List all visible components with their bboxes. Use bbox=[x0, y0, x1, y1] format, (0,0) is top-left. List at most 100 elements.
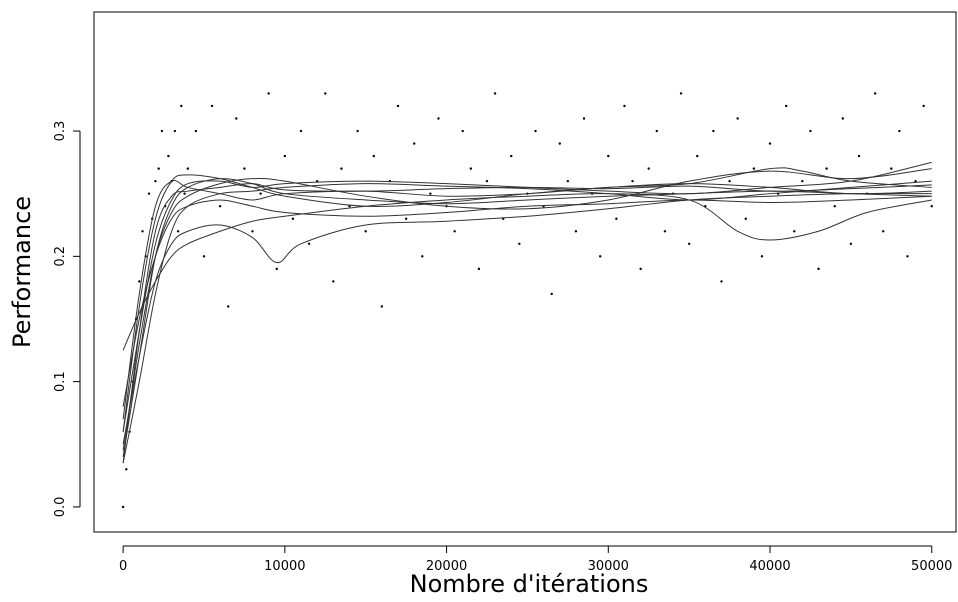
scatter-point bbox=[148, 192, 150, 194]
y-tick-label: 0.1 bbox=[53, 371, 68, 392]
y-tick-label: 0.2 bbox=[53, 246, 68, 267]
scatter-point bbox=[874, 92, 876, 94]
series-line bbox=[123, 169, 932, 451]
scatter-point bbox=[550, 293, 552, 295]
scatter-point bbox=[648, 167, 650, 169]
scatter-point bbox=[161, 130, 163, 132]
scatter-point bbox=[890, 167, 892, 169]
scatter-point bbox=[631, 180, 633, 182]
scatter-point bbox=[405, 218, 407, 220]
series-line bbox=[123, 175, 932, 432]
series-line bbox=[123, 184, 932, 463]
scatter-point bbox=[494, 92, 496, 94]
x-tick-label: 50000 bbox=[911, 559, 952, 574]
smoothed-curves bbox=[123, 162, 932, 463]
scatter-point bbox=[906, 255, 908, 257]
plot-frame bbox=[94, 12, 956, 532]
scatter-point bbox=[421, 255, 423, 257]
scatter-point bbox=[793, 230, 795, 232]
scatter-point bbox=[437, 117, 439, 119]
y-tick-label: 0.0 bbox=[53, 497, 68, 518]
scatter-point bbox=[300, 130, 302, 132]
scatter-point bbox=[567, 180, 569, 182]
series-line bbox=[123, 194, 932, 351]
scatter-point bbox=[842, 117, 844, 119]
scatter-point bbox=[122, 506, 124, 508]
scatter-point bbox=[785, 105, 787, 107]
scatter-point bbox=[575, 230, 577, 232]
scatter-point bbox=[157, 167, 159, 169]
scatter-point bbox=[276, 268, 278, 270]
scatter-point bbox=[599, 255, 601, 257]
scatter-point bbox=[397, 105, 399, 107]
scatter-point bbox=[453, 230, 455, 232]
scatter-point bbox=[817, 268, 819, 270]
y-axis: 0.0 0.1 0.2 0.3 bbox=[53, 121, 80, 518]
scatter-point bbox=[858, 155, 860, 157]
scatter-point bbox=[615, 218, 617, 220]
scatter-point bbox=[154, 180, 156, 182]
x-tick-label: 40000 bbox=[749, 559, 790, 574]
scatter-point bbox=[850, 243, 852, 245]
scatter-point bbox=[259, 192, 261, 194]
scatter-point bbox=[308, 243, 310, 245]
scatter-point bbox=[607, 155, 609, 157]
scatter-point bbox=[664, 230, 666, 232]
x-axis-title: Nombre d'itérations bbox=[410, 570, 649, 598]
scatter-point bbox=[696, 155, 698, 157]
x-tick-label: 0 bbox=[119, 559, 127, 574]
scatter-point bbox=[243, 167, 245, 169]
series-line bbox=[123, 168, 932, 419]
scatter-point bbox=[882, 230, 884, 232]
scatter-point bbox=[364, 230, 366, 232]
scatter-point bbox=[195, 130, 197, 132]
scatter-point bbox=[623, 105, 625, 107]
scatter-point bbox=[284, 155, 286, 157]
scatter-point bbox=[356, 130, 358, 132]
scatter-point bbox=[688, 243, 690, 245]
scatter-point bbox=[534, 130, 536, 132]
y-axis-title: Performance bbox=[8, 196, 36, 348]
scatter-point bbox=[761, 255, 763, 257]
scatter-point bbox=[167, 155, 169, 157]
scatter-point bbox=[413, 142, 415, 144]
scatter-point bbox=[180, 105, 182, 107]
scatter-point bbox=[809, 130, 811, 132]
series-line bbox=[123, 196, 932, 407]
scatter-point bbox=[922, 105, 924, 107]
y-tick-label: 0.3 bbox=[53, 121, 68, 142]
scatter-point bbox=[251, 230, 253, 232]
scatter-point bbox=[825, 167, 827, 169]
scatter-point bbox=[898, 130, 900, 132]
scatter-point bbox=[462, 130, 464, 132]
scatter-point bbox=[324, 92, 326, 94]
scatter-point bbox=[712, 130, 714, 132]
scatter-point bbox=[639, 268, 641, 270]
scatter-point bbox=[211, 105, 213, 107]
scatter-points bbox=[122, 92, 933, 508]
series-line bbox=[123, 179, 932, 457]
scatter-point bbox=[656, 130, 658, 132]
scatter-point bbox=[187, 167, 189, 169]
x-tick-label: 10000 bbox=[264, 559, 305, 574]
scatter-point bbox=[745, 218, 747, 220]
scatter-point bbox=[753, 167, 755, 169]
series-line bbox=[123, 162, 932, 431]
scatter-point bbox=[138, 280, 140, 282]
scatter-point bbox=[769, 142, 771, 144]
scatter-point bbox=[174, 130, 176, 132]
scatter-point bbox=[478, 268, 480, 270]
scatter-point bbox=[736, 117, 738, 119]
scatter-point bbox=[429, 192, 431, 194]
scatter-point bbox=[235, 117, 237, 119]
scatter-point bbox=[292, 218, 294, 220]
scatter-point bbox=[559, 142, 561, 144]
scatter-point bbox=[931, 205, 933, 207]
scatter-point bbox=[125, 468, 127, 470]
scatter-point bbox=[486, 180, 488, 182]
scatter-point bbox=[203, 255, 205, 257]
scatter-point bbox=[373, 155, 375, 157]
scatter-point bbox=[834, 205, 836, 207]
scatter-point bbox=[801, 180, 803, 182]
